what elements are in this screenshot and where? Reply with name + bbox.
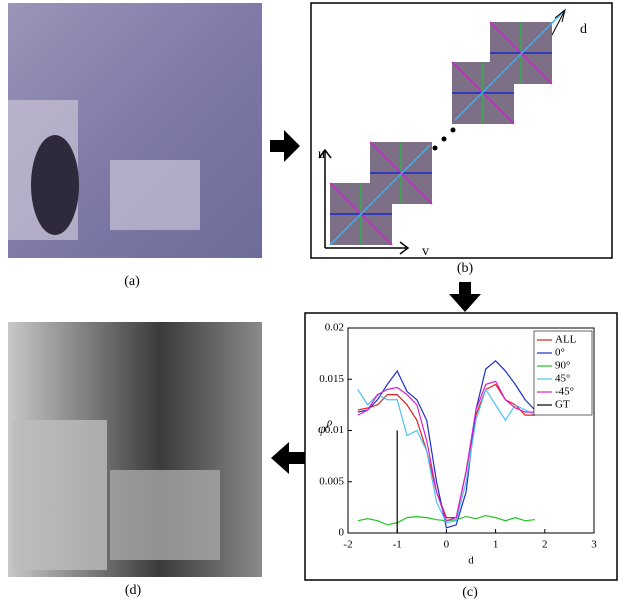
y-axis-label: φ: [318, 422, 326, 437]
panel-label: (c): [462, 585, 478, 600]
panel-label: (d): [125, 583, 142, 598]
x-tick-label: -2: [343, 539, 352, 551]
legend-label: -45°: [555, 386, 574, 398]
arrow: [449, 282, 481, 312]
x-tick-label: 1: [493, 539, 499, 551]
legend-label: 0°: [555, 347, 565, 359]
panel-label: (b): [457, 261, 474, 276]
axis-letter: v: [422, 244, 429, 259]
x-tick-label: 3: [591, 539, 597, 551]
boxes: [110, 470, 220, 560]
legend-label: 45°: [555, 373, 570, 385]
toy: [31, 135, 79, 235]
y-tick-label: 0.02: [325, 322, 344, 334]
y-axis-label-sup: ρ: [326, 417, 332, 429]
arrow: [270, 130, 300, 162]
y-tick-label: 0: [339, 527, 345, 539]
panel-label: (a): [124, 274, 140, 289]
shelf: [12, 420, 107, 570]
y-tick-label: 0.005: [319, 475, 344, 487]
arrow: [271, 442, 305, 474]
x-tick-label: 0: [444, 539, 450, 551]
legend-label: 90°: [555, 360, 570, 372]
axis-letter: d: [580, 22, 587, 37]
y-tick-label: 0.015: [319, 373, 344, 385]
axis-letter: u: [318, 147, 325, 162]
x-tick-label: 2: [542, 539, 548, 551]
x-tick-label: -1: [393, 539, 402, 551]
x-axis-label: d: [468, 555, 474, 567]
legend-label: GT: [555, 399, 570, 411]
legend-label: ALL: [555, 334, 577, 346]
figure: (a) u v d (b) (d) (c) 00.0050.010.0150.0…: [0, 0, 618, 606]
boxes: [110, 160, 200, 230]
